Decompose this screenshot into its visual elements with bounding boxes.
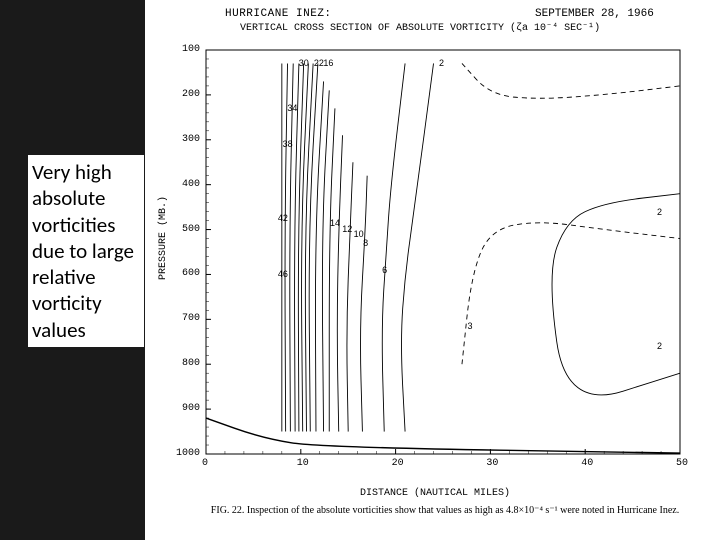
contour-value-label: 2	[657, 207, 662, 217]
y-tick-label: 300	[182, 134, 200, 145]
y-axis-label: PRESSURE (MB.)	[158, 196, 169, 280]
contour-value-label: 3	[467, 321, 472, 331]
contour-value-label: 2	[657, 341, 662, 351]
contour-value-label: 42	[278, 213, 288, 223]
figure-title-right: SEPTEMBER 28, 1966	[535, 8, 654, 20]
x-tick-label: 10	[297, 458, 309, 469]
figure-title-left: HURRICANE INEZ:	[225, 8, 332, 20]
y-tick-label: 1000	[176, 448, 200, 459]
contour-value-label: 46	[278, 269, 288, 279]
contour-value-label: 30	[299, 58, 309, 68]
contour-value-label: 2	[439, 58, 444, 68]
contour-value-label: 8	[363, 238, 368, 248]
y-tick-label: 700	[182, 313, 200, 324]
y-tick-label: 200	[182, 89, 200, 100]
contour-value-label: 34	[287, 103, 297, 113]
figure-subtitle: VERTICAL CROSS SECTION OF ABSOLUTE VORTI…	[240, 22, 600, 34]
contour-value-label: 16	[323, 58, 333, 68]
x-axis-label: DISTANCE (NAUTICAL MILES)	[360, 488, 510, 499]
x-tick-label: 20	[392, 458, 404, 469]
contour-value-label: 12	[342, 224, 352, 234]
x-tick-label: 50	[676, 458, 688, 469]
x-tick-label: 40	[581, 458, 593, 469]
contour-value-label: 38	[283, 139, 293, 149]
y-tick-label: 500	[182, 224, 200, 235]
y-tick-label: 600	[182, 268, 200, 279]
contour-value-label: 6	[382, 265, 387, 275]
y-tick-label: 900	[182, 403, 200, 414]
vorticity-contour-plot	[188, 42, 688, 472]
x-tick-label: 0	[202, 458, 208, 469]
slide-caption: Very high absolute vorticities due to la…	[28, 155, 144, 347]
x-tick-label: 30	[486, 458, 498, 469]
y-tick-label: 800	[182, 358, 200, 369]
y-tick-label: 100	[182, 44, 200, 55]
figure-caption: FIG. 22. Inspection of the absolute vort…	[210, 505, 680, 516]
contour-value-label: 14	[330, 218, 340, 228]
y-tick-label: 400	[182, 179, 200, 190]
